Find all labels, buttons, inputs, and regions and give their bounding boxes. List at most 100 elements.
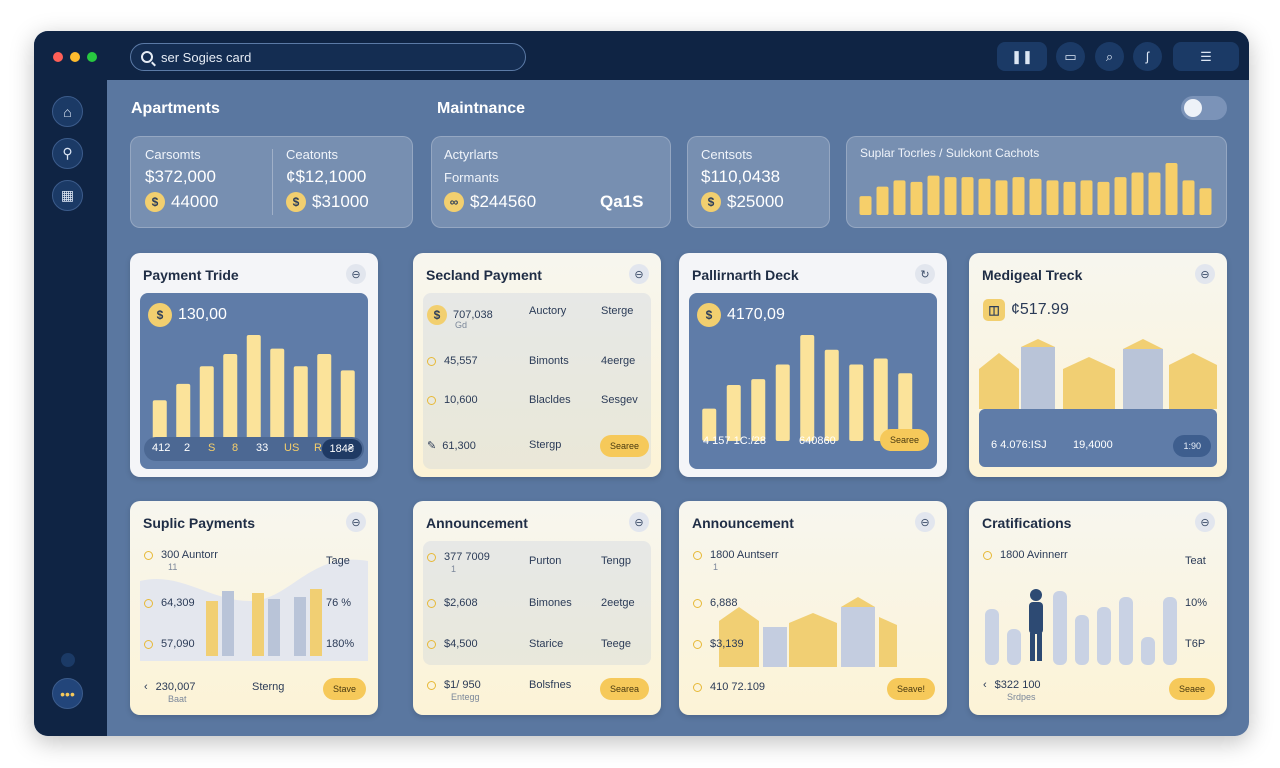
sidebar-item-tools[interactable]: ⚲ — [52, 138, 83, 169]
suplic-payments-card: Suplic Payments ⊖ 300 Auntorr 11 Tage 64,3… — [130, 501, 378, 715]
row-label: Purton — [529, 555, 562, 567]
chart-bar — [1080, 180, 1093, 215]
chart-bar — [1029, 178, 1042, 215]
sidebar-item-reports[interactable]: ▦ — [52, 180, 83, 211]
chart-bar — [152, 400, 167, 441]
save-button[interactable]: Seave! — [886, 678, 935, 700]
chevron-icon: ‹ — [983, 679, 987, 691]
row-label: Bolsfnes — [529, 679, 572, 691]
maintenance-coin-row: ∞ $244560 — [444, 192, 536, 212]
divider — [272, 149, 273, 215]
footer-value-1: 6 4.076:ІЅЈ — [991, 439, 1047, 451]
person-illustration — [985, 589, 1177, 665]
bar-summary-card: Suplar Tocrles / Sulckont Cachots — [846, 136, 1227, 228]
card-title: Cratifications — [982, 515, 1072, 531]
chart-bar — [995, 180, 1008, 215]
save-button[interactable]: Searea — [599, 678, 649, 700]
chart-bar — [910, 181, 923, 215]
bar-summary-label: Suplar Tocrles / Sulckont Cachots — [860, 146, 1040, 160]
top-bar: ser Sogies card ❚❚ ▭ ⌕ ʃ ☰ — [34, 31, 1249, 80]
footer-value-2: 19,4000 — [1073, 439, 1113, 451]
apartments-col1-value: $372,000 — [145, 167, 216, 186]
chart-bar — [317, 354, 332, 441]
card-title: Secland Payment — [426, 267, 542, 283]
card-menu-icon[interactable]: ⊖ — [629, 512, 649, 532]
row-label: Stergp — [529, 439, 562, 451]
card-refresh-icon[interactable]: ↻ — [915, 264, 935, 284]
card-title: Medigeal Treck — [982, 267, 1083, 283]
dollar-coin-icon: $ — [145, 192, 165, 212]
search-icon — [141, 51, 153, 63]
ring-icon — [144, 550, 153, 560]
save-button[interactable]: 1:90 — [1173, 435, 1211, 457]
chart-bar — [1199, 188, 1212, 215]
apartments-col2-label: Ceatonts — [286, 147, 339, 162]
apartments-col2-value: ¢$12,1000 — [286, 167, 367, 186]
second-payment-card: Secland Payment ⊖ $707,038 Gd Auctory Sterg… — [413, 253, 661, 477]
footer-sub: Srdpes — [1007, 692, 1036, 702]
calendar-icon: ▦ — [60, 187, 75, 203]
footer-value-2: 640860 — [799, 435, 836, 447]
panel-toggle-button[interactable]: ❚❚ — [997, 42, 1047, 71]
chart-bar — [270, 348, 285, 441]
save-button[interactable]: Searee — [599, 435, 649, 457]
chart-bar — [1131, 172, 1144, 215]
payment-trend-card: Payment Tride ⊖ $130,00 412 2 S 8 33 US R 184₴ — [130, 253, 378, 477]
row-sub: Gd — [455, 320, 468, 330]
footer-value: $322 100 — [994, 679, 1041, 691]
card-title: Announcement — [692, 515, 794, 531]
row-label: Auctory — [529, 305, 567, 317]
third-coin-value: $25000 — [727, 192, 784, 211]
axis-strip: 412 2 S 8 33 US R 184₴ — [144, 437, 364, 461]
view-toggle[interactable] — [1181, 96, 1227, 120]
maintenance-label-2: Formants — [444, 170, 499, 185]
more-icon: ••• — [60, 685, 75, 702]
maintenance-badge: Qa1S — [600, 192, 644, 211]
wrench-icon: ⚲ — [62, 145, 73, 161]
chevron-icon: ‹ — [144, 681, 148, 693]
chat-button[interactable]: ▭ — [1056, 42, 1085, 71]
chart-bar — [876, 186, 889, 215]
amount-row: ◫ ¢517.99 — [983, 299, 1069, 321]
row-value: 300 Auntorr — [161, 549, 218, 561]
sidebar-item-home[interactable]: ⌂ — [52, 96, 83, 127]
card-menu-icon[interactable]: ⊖ — [346, 264, 366, 284]
chart-bar — [775, 364, 790, 441]
save-button[interactable]: Seaee — [1168, 678, 1215, 700]
close-window-button[interactable] — [53, 52, 63, 62]
more-button[interactable]: ••• — [52, 678, 83, 709]
search-button[interactable]: ⌕ — [1095, 42, 1124, 71]
save-button[interactable]: Stave — [322, 678, 366, 700]
announcement-card-1: Announcement ⊖ 377 7009 1 Purton Tengp $2,6… — [413, 501, 661, 715]
chart-bar — [800, 335, 815, 441]
maximize-window-button[interactable] — [87, 52, 97, 62]
row-tag: 76 % — [326, 597, 352, 609]
chart-bar — [1165, 163, 1178, 215]
amount-value: 4170,09 — [727, 306, 785, 323]
chart-bar — [702, 408, 717, 441]
card-menu-icon[interactable]: ⊖ — [1195, 512, 1215, 532]
row-value: 6,888 — [710, 597, 738, 609]
menu-button[interactable]: ☰ — [1173, 42, 1239, 71]
search-input[interactable]: ser Sogies card — [130, 43, 526, 71]
row-label: Bimones — [529, 597, 572, 609]
help-button[interactable]: ʃ — [1133, 42, 1162, 71]
minimize-window-button[interactable] — [70, 52, 80, 62]
row-sub: 1 — [713, 562, 719, 572]
card-menu-icon[interactable]: ⊖ — [346, 512, 366, 532]
chart-bar — [898, 373, 913, 441]
ring-icon — [427, 356, 436, 366]
card-menu-icon[interactable]: ⊖ — [915, 512, 935, 532]
axis-badge[interactable]: 184₴ — [321, 439, 362, 459]
chart-bar — [1182, 180, 1195, 215]
axis-label: 33 — [256, 442, 269, 454]
summary-bar-chart — [859, 163, 1212, 215]
card-menu-icon[interactable]: ⊖ — [1195, 264, 1215, 284]
ring-icon — [693, 550, 702, 560]
chart-bar — [223, 354, 238, 441]
card-menu-icon[interactable]: ⊖ — [629, 264, 649, 284]
status-indicator — [61, 653, 75, 667]
save-button[interactable]: Searee — [879, 429, 929, 451]
wallet-icon: ◫ — [983, 299, 1005, 321]
apartments-col1-coin-row: $44000 — [145, 192, 218, 212]
